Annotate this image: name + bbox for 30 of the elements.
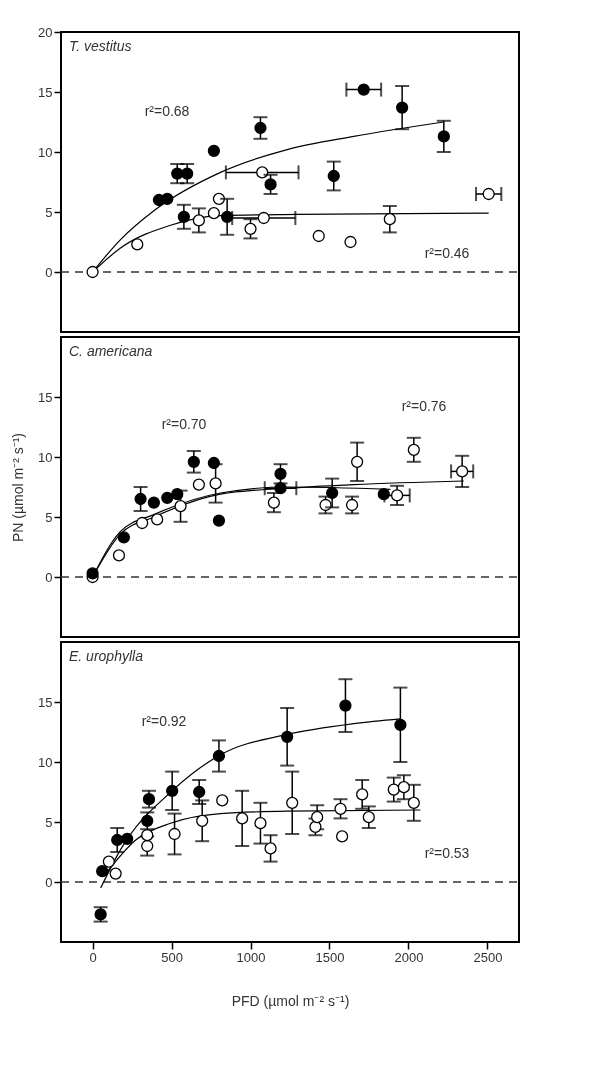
y-tick-label: 5 — [45, 204, 53, 220]
y-tick-label: 15 — [38, 389, 53, 405]
y-tick-label: 0 — [45, 569, 53, 585]
y-tick-label: 5 — [45, 814, 53, 830]
annotation: r²=0.92 — [141, 713, 187, 729]
annotation: r²=0.70 — [161, 416, 207, 432]
x-tick-label: 0 — [89, 949, 97, 965]
chart-title: C. americana — [69, 343, 153, 359]
y-tick-label: 20 — [38, 24, 53, 40]
annotation: r²=0.53 — [424, 845, 470, 861]
annotation: r²=0.68 — [144, 103, 190, 119]
y-tick-label: 5 — [45, 509, 53, 525]
y-tick-label: 10 — [38, 449, 53, 465]
annotation: r²=0.76 — [401, 398, 447, 414]
annotation: r²=0.46 — [424, 245, 470, 261]
y-tick-label: 15 — [38, 694, 53, 710]
x-tick-label: 2000 — [394, 949, 424, 965]
x-tick-label: 2500 — [473, 949, 503, 965]
y-tick-label: 15 — [38, 84, 53, 100]
y-axis-title: PN (µmol m⁻² s⁻¹) — [10, 432, 27, 543]
y-tick-label: 10 — [38, 754, 53, 770]
y-tick-label: 0 — [45, 264, 53, 280]
chart-title: E. urophylla — [69, 648, 144, 664]
y-tick-label: 0 — [45, 874, 53, 890]
x-tick-label: 1500 — [315, 949, 345, 965]
y-tick-label: 10 — [38, 144, 53, 160]
x-axis-title: PFD (µmol m⁻² s⁻¹) — [231, 992, 350, 1009]
x-tick-label: 1000 — [236, 949, 266, 965]
chart-title: T. vestitus — [69, 38, 132, 54]
x-tick-label: 500 — [161, 949, 183, 965]
